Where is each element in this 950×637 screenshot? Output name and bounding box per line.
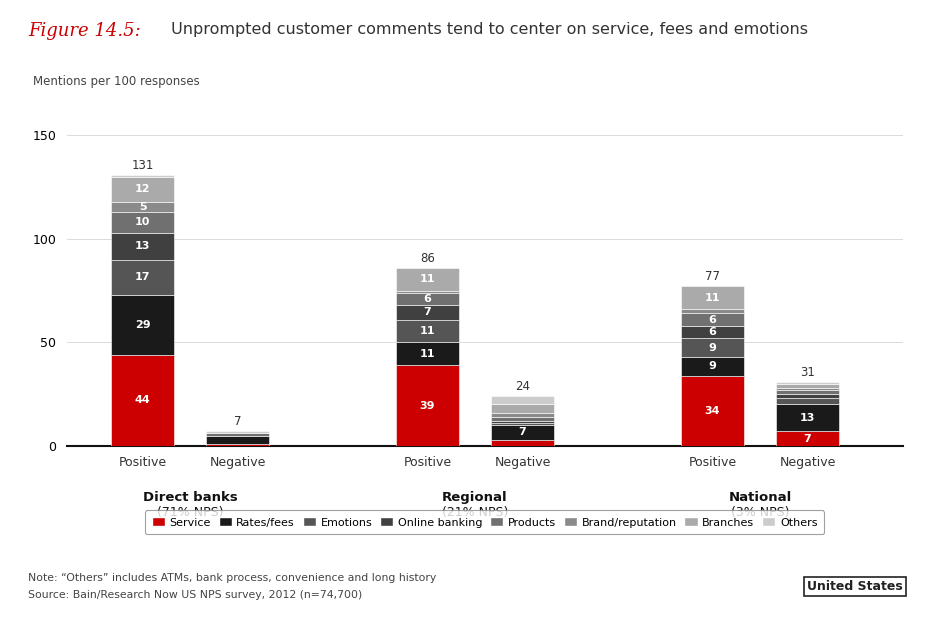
Text: 7: 7 [234, 415, 241, 428]
Bar [396, 268, 459, 290]
Bar [681, 357, 744, 375]
Bar [491, 396, 554, 404]
Text: 9: 9 [709, 343, 716, 352]
Text: 39: 39 [420, 401, 435, 410]
Bar [491, 440, 554, 446]
Bar [491, 423, 554, 426]
Bar [681, 338, 744, 357]
Bar [111, 201, 174, 212]
Text: 13: 13 [135, 241, 150, 251]
Text: Source: Bain/Research Now US NPS survey, 2012 (n=74,700): Source: Bain/Research Now US NPS survey,… [28, 590, 363, 601]
Text: 31: 31 [800, 366, 815, 378]
Text: 11: 11 [420, 275, 435, 284]
Text: 11: 11 [420, 349, 435, 359]
Text: 9: 9 [709, 361, 716, 371]
Bar [681, 287, 744, 310]
Text: 29: 29 [135, 320, 150, 330]
Text: Mentions per 100 responses: Mentions per 100 responses [33, 75, 200, 88]
Text: 7: 7 [804, 434, 811, 443]
Text: 34: 34 [705, 406, 720, 416]
Text: 86: 86 [420, 252, 435, 265]
Bar [491, 426, 554, 440]
Text: Regional: Regional [442, 492, 508, 505]
Text: (3% NPS): (3% NPS) [731, 506, 789, 519]
Text: 44: 44 [135, 396, 150, 405]
Bar [396, 290, 459, 293]
Text: National: National [729, 492, 791, 505]
Bar [681, 310, 744, 313]
Bar [111, 355, 174, 446]
Bar [776, 382, 839, 383]
Bar [111, 233, 174, 260]
Bar [111, 295, 174, 355]
Bar [111, 260, 174, 295]
Bar [396, 305, 459, 320]
Bar [776, 383, 839, 388]
Text: 24: 24 [515, 380, 530, 393]
Bar [681, 326, 744, 338]
Bar [396, 293, 459, 305]
Bar [206, 431, 269, 433]
Text: 7: 7 [424, 308, 431, 317]
Legend: Service, Rates/fees, Emotions, Online banking, Products, Brand/reputation, Branc: Service, Rates/fees, Emotions, Online ba… [145, 510, 824, 534]
Text: 13: 13 [800, 413, 815, 423]
Bar [206, 433, 269, 436]
Bar [396, 343, 459, 365]
Text: 5: 5 [139, 202, 146, 211]
Bar [491, 413, 554, 417]
Text: Note: “Others” includes ATMs, bank process, convenience and long history: Note: “Others” includes ATMs, bank proce… [28, 573, 437, 583]
Bar [776, 390, 839, 394]
Bar [776, 388, 839, 390]
Text: Figure 14.5:: Figure 14.5: [28, 22, 142, 40]
Bar [396, 365, 459, 446]
Text: 77: 77 [705, 270, 720, 283]
Text: 6: 6 [424, 294, 431, 304]
Text: Direct banks: Direct banks [142, 492, 238, 505]
Text: 11: 11 [705, 293, 720, 303]
Bar [396, 320, 459, 343]
Bar [776, 404, 839, 431]
Bar [776, 431, 839, 446]
Bar [681, 313, 744, 326]
Bar [206, 444, 269, 446]
Bar [681, 375, 744, 446]
Bar [111, 212, 174, 233]
Bar [491, 404, 554, 413]
Text: Unprompted customer comments tend to center on service, fees and emotions: Unprompted customer comments tend to cen… [166, 22, 808, 38]
Text: 10: 10 [135, 217, 150, 227]
Text: 12: 12 [135, 184, 150, 194]
Text: (71% NPS): (71% NPS) [157, 506, 223, 519]
Bar [776, 398, 839, 404]
Text: 17: 17 [135, 272, 150, 282]
Text: United States: United States [808, 580, 902, 592]
Text: 131: 131 [131, 159, 154, 171]
Text: 7: 7 [519, 427, 526, 438]
Bar [111, 175, 174, 176]
Bar [491, 417, 554, 421]
Text: 6: 6 [709, 315, 716, 325]
Text: 11: 11 [420, 326, 435, 336]
Bar [206, 436, 269, 444]
Bar [111, 176, 174, 201]
Bar [491, 421, 554, 423]
Bar [776, 394, 839, 398]
Text: 6: 6 [709, 327, 716, 337]
Text: (21% NPS): (21% NPS) [442, 506, 508, 519]
